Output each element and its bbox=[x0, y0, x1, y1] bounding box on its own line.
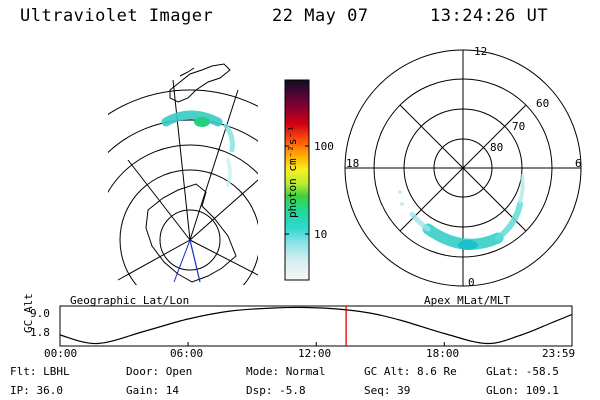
map-circle bbox=[108, 144, 258, 194]
mlt-label-18: 18 bbox=[346, 157, 360, 170]
meridian-line bbox=[172, 79, 191, 241]
info-door: Door: Open bbox=[126, 365, 193, 378]
map-circle bbox=[108, 119, 258, 154]
spacecraft-nadir-line bbox=[173, 239, 191, 283]
colorbar-tick-10: 10 bbox=[314, 228, 328, 241]
info-glat: GLat: -58.5 bbox=[486, 365, 559, 378]
mlt-label-0: 0 bbox=[468, 276, 475, 289]
ytick-bottom: 1.8 bbox=[30, 326, 50, 339]
polar-mlt-plot bbox=[344, 49, 582, 287]
xtick-2359: 23:59 bbox=[542, 347, 576, 360]
info-flt: Flt: LBHL bbox=[10, 365, 70, 378]
geographic-map bbox=[108, 63, 258, 285]
plot-frame bbox=[59, 305, 573, 347]
mlat-label-60: 60 bbox=[536, 97, 550, 110]
map-circle-inner bbox=[159, 209, 221, 271]
mlat-label-70: 70 bbox=[512, 120, 526, 133]
gc-alt-value: 8.6 Re bbox=[416, 365, 457, 378]
meridian-line bbox=[189, 239, 258, 276]
glon-value: 109.1 bbox=[525, 384, 559, 397]
map-circle bbox=[108, 89, 258, 116]
spacecraft-nadir-line bbox=[189, 239, 201, 283]
info-glon: GLon: 109.1 bbox=[486, 384, 559, 397]
info-gc-alt: GC Alt: 8.6 Re bbox=[364, 365, 457, 378]
coastline bbox=[179, 67, 195, 77]
meridian-line bbox=[189, 179, 258, 241]
polar-aurora-oval bbox=[398, 174, 525, 250]
gain-value: 14 bbox=[165, 384, 179, 397]
door-value: Open bbox=[165, 365, 193, 378]
flt-value: LBHL bbox=[43, 365, 70, 378]
date-label: 22 May 07 bbox=[272, 6, 369, 26]
time-label: 13:24:26 UT bbox=[430, 6, 549, 26]
info-dsp: Dsp: -5.8 bbox=[246, 384, 306, 397]
map-circle bbox=[119, 169, 258, 285]
geo-aurora-oval bbox=[161, 110, 235, 187]
australia-coastline bbox=[169, 63, 231, 103]
meridian-line bbox=[127, 159, 191, 241]
xtick-1800: 18:00 bbox=[426, 347, 460, 360]
colorbar-tick-100: 100 bbox=[314, 140, 334, 153]
instrument-title: Ultraviolet Imager bbox=[20, 6, 214, 26]
colorbar bbox=[284, 79, 310, 281]
xtick-0600: 06:00 bbox=[170, 347, 204, 360]
glat-value: -58.5 bbox=[525, 365, 559, 378]
colorbar-unit-label: photon cm⁻²s⁻¹ bbox=[286, 125, 299, 218]
xtick-0000: 00:00 bbox=[44, 347, 78, 360]
meridian-line bbox=[189, 89, 239, 241]
ytick-top: 9.0 bbox=[30, 307, 50, 320]
colorbar-scale bbox=[284, 79, 310, 281]
info-gain: Gain: 14 bbox=[126, 384, 179, 397]
antarctica-coastline bbox=[145, 183, 237, 283]
info-seq: Seq: 39 bbox=[364, 384, 411, 397]
ip-value: 36.0 bbox=[36, 384, 64, 397]
meridian-line bbox=[117, 239, 191, 281]
mlt-label-12: 12 bbox=[474, 45, 488, 58]
info-ip: IP: 36.0 bbox=[10, 384, 63, 397]
altitude-series-line bbox=[59, 306, 573, 345]
mode-value: Normal bbox=[285, 365, 326, 378]
geographic-plot-title: Geographic Lat/Lon bbox=[70, 294, 190, 307]
mlt-label-6: 6 bbox=[575, 157, 582, 170]
apex-plot-title: Apex MLat/MLT bbox=[424, 294, 511, 307]
altitude-line-chart bbox=[59, 305, 573, 347]
dsp-value: -5.8 bbox=[279, 384, 306, 397]
xtick-1200: 12:00 bbox=[298, 347, 332, 360]
seq-value: 39 bbox=[397, 384, 411, 397]
info-mode: Mode: Normal bbox=[246, 365, 326, 378]
mlat-label-80: 80 bbox=[490, 141, 504, 154]
polar-diagonal bbox=[399, 104, 527, 232]
